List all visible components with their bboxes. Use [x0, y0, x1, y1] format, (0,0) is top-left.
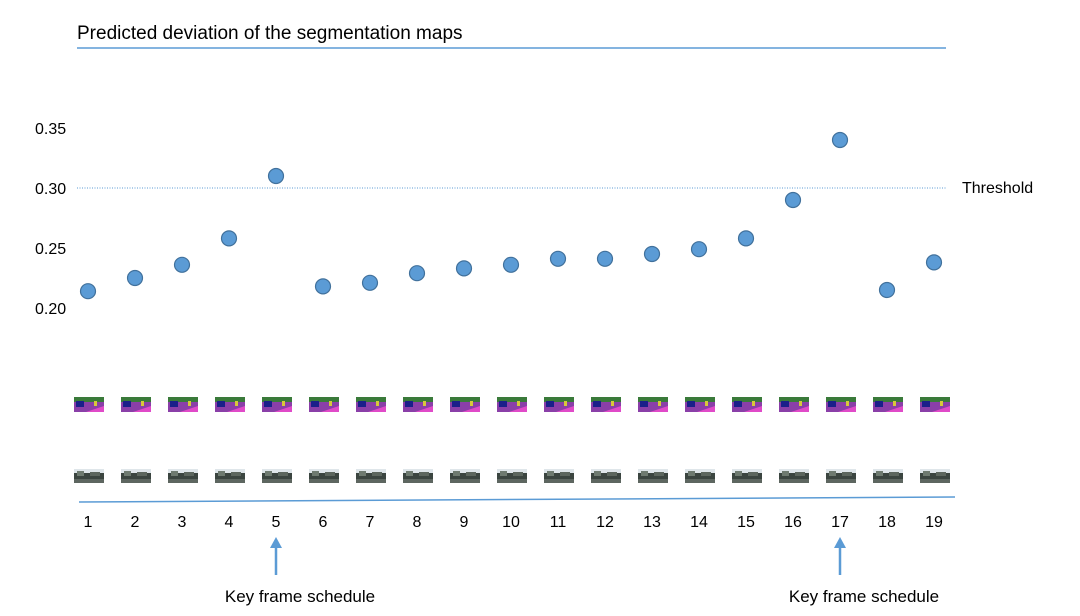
data-point [361, 274, 379, 291]
x-tick-label: 18 [878, 514, 896, 531]
video-frame-thumbnail [450, 469, 480, 483]
frame-thumbnails [74, 397, 950, 483]
video-frame-thumbnail [262, 469, 292, 483]
x-tick-label: 13 [643, 514, 661, 531]
video-frame-thumbnail [638, 469, 668, 483]
video-frame-thumbnail [826, 469, 856, 483]
segmentation-thumbnail [873, 397, 903, 412]
video-frame-thumbnail [215, 469, 245, 483]
segmentation-thumbnail [168, 397, 198, 412]
x-tick-label: 19 [925, 514, 943, 531]
x-tick-label: 4 [225, 514, 234, 531]
data-point [925, 254, 943, 271]
video-frame-thumbnail [685, 469, 715, 483]
segmentation-thumbnail [450, 397, 480, 412]
data-points [79, 131, 943, 300]
data-point [314, 278, 332, 295]
x-tick-label: 6 [319, 514, 328, 531]
segmentation-thumbnail [356, 397, 386, 412]
video-frame-thumbnail [74, 469, 104, 483]
data-point [408, 265, 426, 282]
key-frame-label: Key frame schedule [789, 587, 939, 606]
key-frame-annotations: Key frame schedule Key frame schedule [225, 537, 939, 606]
data-point [878, 281, 896, 299]
x-tick-label: 2 [131, 514, 140, 531]
x-tick-label: 8 [413, 514, 422, 531]
y-tick-label: 0.25 [35, 241, 66, 258]
x-axis-ticks: 1 2 3 4 5 6 7 8 9 10 11 12 13 14 15 16 17 18 19 [84, 514, 943, 531]
x-tick-label: 14 [690, 514, 708, 531]
data-point [220, 230, 238, 247]
data-point [784, 191, 802, 209]
data-point [596, 250, 614, 267]
video-frame-thumbnail [779, 469, 809, 483]
x-tick-label: 5 [272, 514, 281, 531]
y-tick-label: 0.30 [35, 181, 66, 198]
y-tick-label: 0.35 [35, 121, 66, 138]
arrow-head-icon [834, 537, 846, 548]
x-tick-label: 16 [784, 514, 802, 531]
data-point [79, 283, 97, 300]
key-frame-label: Key frame schedule [225, 587, 375, 606]
video-frame-thumbnail [121, 469, 151, 483]
x-tick-label: 3 [178, 514, 187, 531]
segmentation-thumbnail [74, 397, 104, 412]
x-tick-label: 1 [84, 514, 93, 531]
y-axis-ticks: 0.35 0.30 0.25 0.20 [35, 121, 66, 318]
x-tick-label: 11 [550, 514, 567, 531]
x-tick-label: 9 [460, 514, 469, 531]
data-point [126, 269, 144, 287]
video-frame-thumbnail [591, 469, 621, 483]
video-frame-thumbnail [168, 469, 198, 483]
x-axis-line [78, 496, 956, 503]
video-frame-thumbnail [497, 469, 527, 483]
video-frame-thumbnail [544, 469, 574, 483]
video-frame-thumbnail [732, 469, 762, 483]
segmentation-thumbnail [826, 397, 856, 412]
x-tick-label: 17 [831, 514, 849, 531]
segmentation-thumbnail [121, 397, 151, 412]
arrow-head-icon [270, 537, 282, 548]
x-tick-label: 10 [502, 514, 520, 531]
segmentation-thumbnail [732, 397, 762, 412]
segmentation-thumbnail [779, 397, 809, 412]
video-frame-thumbnail [403, 469, 433, 483]
segmentation-thumbnail [920, 397, 950, 412]
segmentation-thumbnail [309, 397, 339, 412]
data-point [690, 241, 708, 258]
segmentation-thumbnail [544, 397, 574, 412]
segmentation-thumbnail [215, 397, 245, 412]
chart-title: Predicted deviation of the segmentation … [77, 23, 463, 44]
video-frame-thumbnail [309, 469, 339, 483]
data-point [549, 250, 567, 267]
segmentation-thumbnail [638, 397, 668, 412]
data-point [267, 167, 285, 185]
x-tick-label: 15 [737, 514, 755, 531]
x-tick-label: 12 [596, 514, 614, 531]
data-point [643, 245, 661, 263]
segmentation-thumbnail [685, 397, 715, 412]
data-point [502, 256, 520, 273]
data-point [831, 131, 849, 149]
segmentation-thumbnail [403, 397, 433, 412]
data-point [737, 230, 755, 247]
video-frame-thumbnail [873, 469, 903, 483]
segmentation-thumbnail [497, 397, 527, 412]
data-point [173, 256, 191, 273]
x-tick-label: 7 [366, 514, 375, 531]
data-point [455, 260, 473, 277]
threshold-label: Threshold [962, 180, 1033, 197]
video-frame-thumbnail [920, 469, 950, 483]
video-frame-thumbnail [356, 469, 386, 483]
segmentation-thumbnail [591, 397, 621, 412]
segmentation-thumbnail [262, 397, 292, 412]
y-tick-label: 0.20 [35, 301, 66, 318]
